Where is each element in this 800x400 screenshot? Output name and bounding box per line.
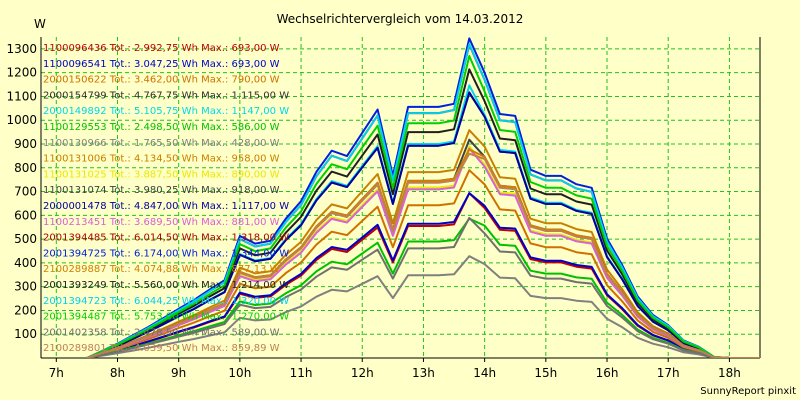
y-tick-label: 700 (14, 185, 37, 199)
x-tick-label: 8h (110, 366, 125, 380)
axes: 100 200 300 400 500 600 700 800 900 1000 1100 1200 1… (6, 37, 761, 380)
x-tick-label: 12h (351, 366, 374, 380)
legend-entry: 1100096541 Tot.: 3.047,25 Wh Max.: 693,0… (43, 59, 280, 70)
x-tick-label: 13h (412, 366, 435, 380)
y-tick-label: 100 (14, 327, 37, 341)
series-line-3 (86, 169, 760, 358)
y-axis-unit-label: W (34, 17, 46, 31)
y-tick-label: 500 (14, 232, 37, 246)
y-tick-label: 800 (14, 161, 37, 175)
y-tick-label: 1100 (6, 89, 37, 103)
legend-entry: 2000149892 Tot.: 5.105,75 Wh Max.: 1.147… (43, 106, 289, 117)
y-tick-label: 400 (14, 256, 37, 270)
legend-entry: 2001393249 Tot.: 5.560,00 Wh Max.: 1.214… (43, 280, 289, 291)
legend-entry: 2000001478 Tot.: 4.847,00 Wh Max.: 1.117… (43, 201, 289, 212)
legend-entry: 2000154799 Tot.: 4.767,75 Wh Max.: 1.115… (43, 90, 289, 101)
series-lines (86, 37, 760, 358)
x-tick-label: 9h (171, 366, 186, 380)
legend-entry: 1100096436 Tot.: 2.992,75 Wh Max.: 693,0… (43, 43, 280, 54)
legend-entry: 2100289887 Tot.: 4.074,88 Wh Max.: 877,1… (43, 264, 280, 275)
y-tick-label: 200 (14, 303, 37, 317)
legend-entry: 2001394487 Tot.: 5.753,00 Wh Max.: 1.270… (43, 312, 289, 323)
x-tick-label: 18h (718, 366, 741, 380)
legend-entry: 1100131006 Tot.: 4.134,50 Wh Max.: 958,0… (43, 154, 280, 165)
series-line-20 (86, 152, 760, 358)
y-tick-label: 600 (14, 208, 37, 222)
legend-entry: 1100130966 Tot.: 1.765,50 Wh Max.: 428,0… (43, 138, 280, 149)
x-tick-label: 17h (657, 366, 680, 380)
legend-entry: 2000150622 Tot.: 3.462,00 Wh Max.: 790,0… (43, 75, 280, 86)
y-tick-label: 1200 (6, 66, 37, 80)
y-tick-label: 300 (14, 280, 37, 294)
x-tick-label: 14h (473, 366, 496, 380)
x-tick-label: 7h (49, 366, 64, 380)
legend-entry: 1100129553 Tot.: 2.498,50 Wh Max.: 586,0… (43, 122, 280, 133)
legend-entry: 2001394725 Tot.: 6.174,00 Wh Max.: 1.344… (43, 248, 289, 259)
legend-entry: 1100131025 Tot.: 3.887,50 Wh Max.: 890,0… (43, 169, 280, 180)
legend: 1100096436 Tot.: 2.992,75 Wh Max.: 693,0… (43, 43, 289, 354)
series-line-17 (86, 43, 760, 358)
footer-credit: SunnyReport pinxit (700, 386, 796, 397)
chart-title: Wechselrichtervergleich vom 14.03.2012 (277, 12, 524, 26)
y-tick-label: 1300 (6, 42, 37, 56)
y-tick-label: 900 (14, 137, 37, 151)
series-line-6 (86, 217, 760, 358)
series-line-8 (86, 129, 760, 358)
series-line-18 (86, 55, 760, 358)
x-tick-label: 15h (534, 366, 557, 380)
x-tick-label: 10h (228, 366, 251, 380)
legend-entry: 2001394485 Tot.: 6.014,50 Wh Max.: 1.318… (43, 233, 289, 244)
x-tick-label: 11h (290, 366, 313, 380)
legend-entry: 2100289801 Tot.: 4.039,50 Wh Max.: 859,8… (43, 343, 280, 354)
legend-entry: 1100213451 Tot.: 3.689,50 Wh Max.: 881,0… (43, 217, 280, 228)
legend-entry: 2001402358 Tot.: 2.478,50 Wh Max.: 589,0… (43, 327, 280, 338)
series-line-16 (86, 68, 760, 358)
x-tick-label: 16h (596, 366, 619, 380)
y-tick-label: 1000 (6, 113, 37, 127)
series-line-2 (86, 192, 760, 358)
series-line-12 (86, 147, 760, 358)
series-line-11 (86, 91, 760, 358)
legend-entry: 1100131074 Tot.: 3.980,25 Wh Max.: 918,0… (43, 185, 280, 196)
legend-entry: 2001394723 Tot.: 6.044,25 Wh Max.: 1.320… (43, 296, 289, 307)
series-line-19 (86, 216, 760, 358)
series-line-7 (86, 255, 760, 358)
